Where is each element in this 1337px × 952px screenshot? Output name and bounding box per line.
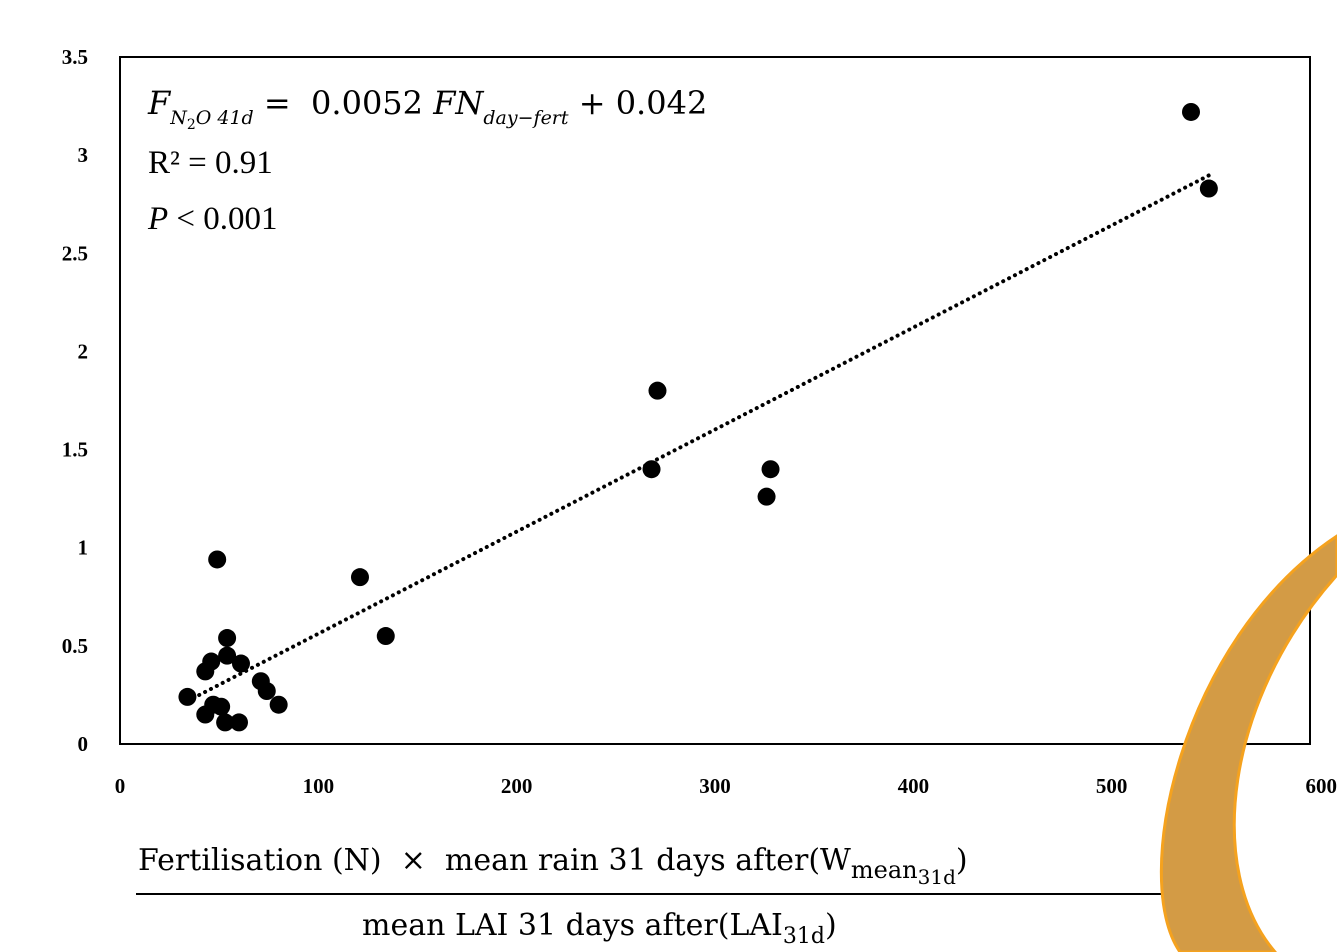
axis-tick-labels: 0 100 200 300 400 500 600 0 0.5 1 1.5 2 2.5 3 3.5 (62, 45, 1337, 798)
data-point (202, 652, 221, 671)
data-point (218, 646, 237, 665)
x-tick-label: 400 (898, 774, 930, 798)
data-point (642, 460, 661, 479)
regression-annotation: FN2O 41d = 0.0052 FNday−fert + 0.042 R² … (147, 84, 707, 237)
y-tick-label: 2.5 (62, 241, 88, 265)
data-point (257, 682, 276, 701)
data-point (376, 627, 395, 646)
equation-text: FN2O 41d = 0.0052 FNday−fert + 0.042 (147, 84, 707, 133)
data-point (350, 568, 369, 587)
y-tick-label: 2 (78, 339, 89, 363)
data-point (208, 550, 227, 569)
y-tick-label: 1 (78, 536, 89, 560)
orange-crescent-overlay (1159, 534, 1337, 952)
p-value-label: P < 0.001 (147, 201, 278, 237)
x-axis-label: Fertilisation (N) × mean rain 31 days af… (136, 843, 1226, 949)
y-tick-label: 0 (78, 732, 89, 756)
x-tick-label: 200 (501, 774, 533, 798)
x-tick-label: 500 (1096, 774, 1128, 798)
x-tick-label: 100 (303, 774, 335, 798)
y-tick-label: 3 (78, 143, 89, 167)
data-point (230, 713, 248, 732)
y-tick-label: 0.5 (62, 634, 88, 658)
trendline (185, 173, 1211, 704)
x-tick-label: 300 (699, 774, 731, 798)
y-tick-label: 1.5 (62, 438, 88, 462)
x-tick-label: 0 (115, 774, 126, 798)
x-axis-label-denominator: mean LAI 31 days after(LAI31d) (362, 908, 837, 949)
data-point (218, 629, 237, 648)
data-point (648, 381, 667, 400)
x-tick-label: 600 (1306, 774, 1337, 798)
data-point (212, 697, 231, 716)
plot-area (119, 56, 1311, 745)
data-point (178, 687, 197, 706)
data-point (1199, 179, 1218, 198)
data-point (1182, 102, 1200, 121)
data-point (269, 695, 288, 714)
r-squared-label: R² = 0.91 (148, 145, 273, 181)
data-point (231, 654, 250, 673)
y-tick-label: 3.5 (62, 45, 88, 69)
data-point (761, 460, 780, 479)
data-points (178, 102, 1218, 732)
x-axis-label-numerator: Fertilisation (N) × mean rain 31 days af… (138, 843, 968, 889)
data-point (216, 713, 235, 732)
data-point (757, 487, 776, 506)
